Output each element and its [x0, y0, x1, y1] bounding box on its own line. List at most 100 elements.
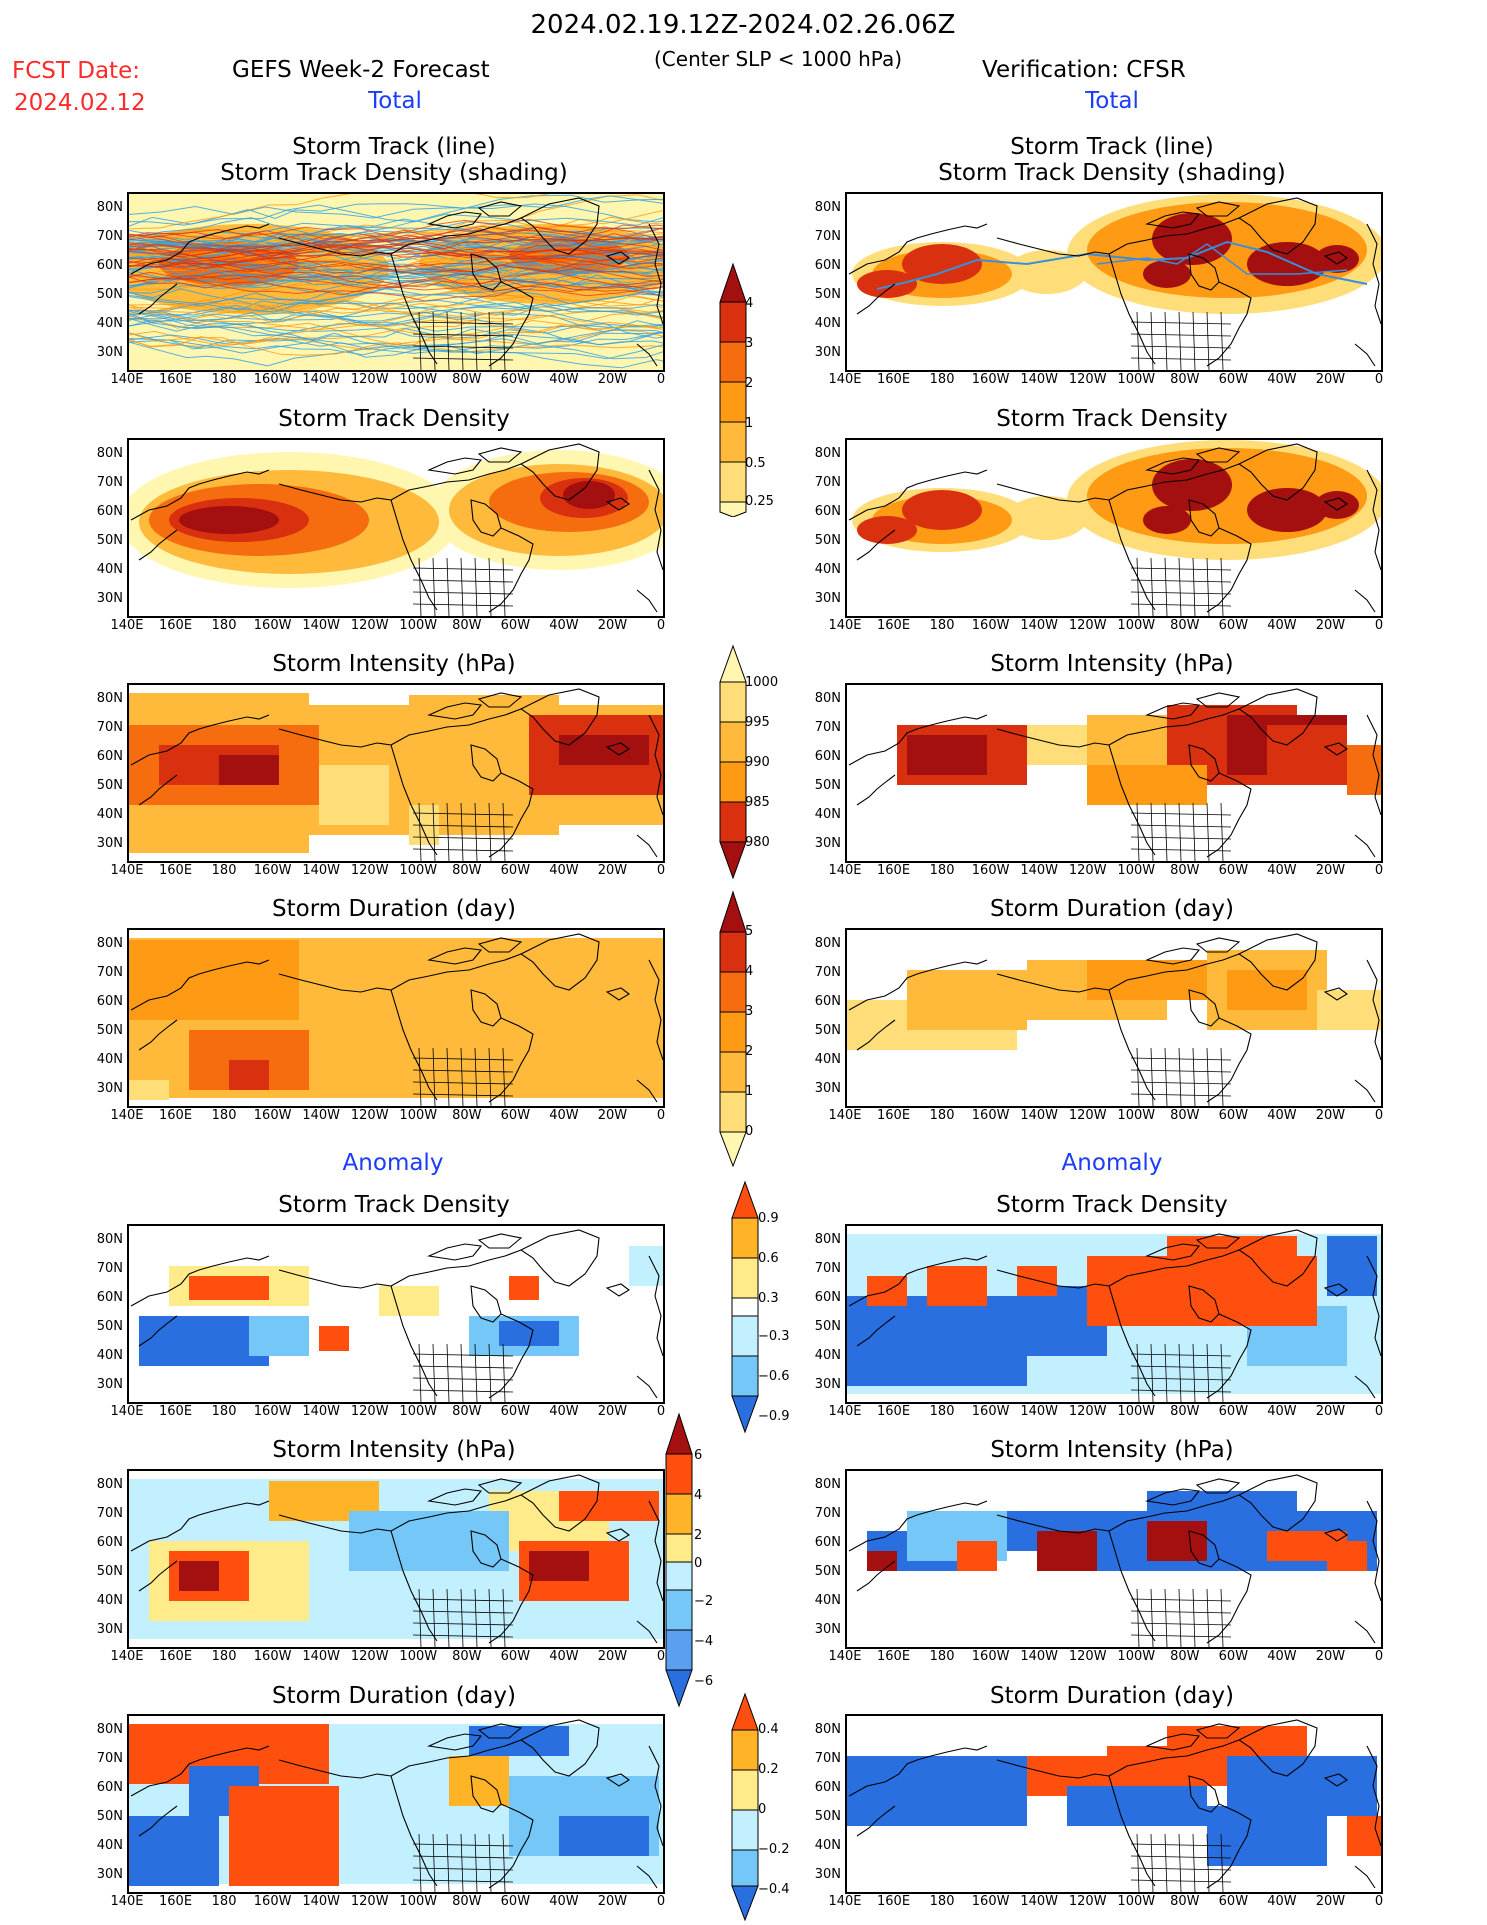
- lon-label: 20W: [1315, 863, 1346, 878]
- cb-density-total-2: 2: [745, 376, 754, 391]
- lat-label: 80N: [96, 691, 123, 706]
- lon-label: 180: [211, 1108, 237, 1123]
- lon-label: 0: [1374, 1649, 1384, 1664]
- lon-label: 100W: [399, 1649, 438, 1664]
- lat-label: 60N: [814, 504, 841, 519]
- lon-label: 140W: [302, 372, 341, 387]
- map-panel-duration-gefs: [127, 928, 665, 1108]
- cb-density-anom-m09: −0.9: [758, 1409, 790, 1424]
- cb-duration-total-5: 5: [745, 924, 754, 939]
- lon-label: 20W: [1315, 1108, 1346, 1123]
- lon-label: 140W: [302, 1649, 341, 1664]
- lon-label: 40W: [549, 618, 579, 633]
- cb-density-anom-06: 0.6: [758, 1251, 779, 1266]
- lat-label: 40N: [814, 316, 841, 331]
- lon-label: 40W: [549, 1649, 579, 1664]
- cb-intensity-anom-2: 2: [694, 1528, 703, 1543]
- lat-label: 80N: [814, 1477, 841, 1492]
- lon-label: 40W: [1267, 1894, 1297, 1909]
- panel-title-intensity-left: Storm Intensity (hPa): [272, 651, 516, 677]
- lat-label: 50N: [96, 533, 123, 548]
- lat-label: 50N: [814, 1319, 841, 1334]
- lat-label: 60N: [96, 1780, 123, 1795]
- lon-label: 80W: [452, 1894, 482, 1909]
- lon-label: 160E: [159, 372, 193, 387]
- lon-label: 80W: [452, 618, 482, 633]
- lat-label: 30N: [814, 1622, 841, 1637]
- right-anomaly-label: Anomaly: [1061, 1150, 1163, 1176]
- colorbar-duration-total: [719, 890, 747, 1168]
- lon-label: 160E: [877, 1649, 911, 1664]
- lat-label: 40N: [96, 316, 123, 331]
- lat-label: 80N: [96, 1477, 123, 1492]
- lon-label: 160W: [971, 1404, 1010, 1419]
- lon-label: 120W: [1068, 1108, 1107, 1123]
- lat-label: 60N: [814, 1780, 841, 1795]
- lon-label: 120W: [350, 372, 389, 387]
- lon-label: 140E: [110, 372, 144, 387]
- lon-label: 160W: [971, 863, 1010, 878]
- lon-label: 0: [1374, 1894, 1384, 1909]
- coastlines: [130, 443, 663, 616]
- field-shading: [129, 1724, 663, 1886]
- right-total-label: Total: [1085, 88, 1139, 114]
- lon-label: 40W: [1267, 618, 1297, 633]
- coastlines: [130, 1229, 663, 1402]
- lon-label: 120W: [350, 1404, 389, 1419]
- lon-label: 120W: [350, 1649, 389, 1664]
- lon-label: 40W: [549, 1894, 579, 1909]
- lon-label: 80W: [1170, 1404, 1200, 1419]
- lon-label: 160W: [253, 618, 292, 633]
- cb-duration-anom-04: 0.4: [758, 1722, 779, 1737]
- lon-label: 160E: [159, 1649, 193, 1664]
- cb-density-total-3: 3: [745, 336, 754, 351]
- lon-label: 140W: [1020, 863, 1059, 878]
- lat-label: 70N: [814, 229, 841, 244]
- lon-label: 160E: [159, 1404, 193, 1419]
- lon-label: 60W: [500, 863, 531, 878]
- lat-label: 70N: [96, 720, 123, 735]
- lat-label: 40N: [96, 1052, 123, 1067]
- panel-title-density-left: Storm Track Density: [278, 406, 510, 432]
- lon-label: 60W: [500, 1894, 531, 1909]
- lon-label: 60W: [1218, 1649, 1249, 1664]
- coastlines: [130, 1719, 663, 1892]
- map-panel-anom-density-cfsr: [845, 1224, 1383, 1404]
- lat-label: 70N: [96, 229, 123, 244]
- lat-label: 60N: [96, 1290, 123, 1305]
- lon-label: 0: [1374, 1404, 1384, 1419]
- lon-label: 180: [929, 372, 955, 387]
- lon-label: 160W: [253, 863, 292, 878]
- lat-label: 50N: [814, 778, 841, 793]
- lon-label: 160W: [971, 618, 1010, 633]
- cb-density-anom-09: 0.9: [758, 1211, 779, 1226]
- coastlines: [130, 1474, 663, 1647]
- lat-label: 40N: [814, 1838, 841, 1853]
- lon-label: 100W: [1117, 372, 1156, 387]
- lon-label: 0: [656, 1404, 666, 1419]
- map-panel-anom-density-gefs: [127, 1224, 665, 1404]
- lon-label: 100W: [399, 863, 438, 878]
- lon-label: 180: [929, 1404, 955, 1419]
- lon-label: 60W: [500, 1404, 531, 1419]
- lon-label: 0: [656, 863, 666, 878]
- lon-label: 60W: [1218, 618, 1249, 633]
- lat-label: 30N: [96, 836, 123, 851]
- lon-label: 180: [929, 1108, 955, 1123]
- lon-label: 100W: [399, 1108, 438, 1123]
- lat-label: 50N: [814, 533, 841, 548]
- cb-intensity-anom-6: 6: [694, 1448, 703, 1463]
- lat-label: 50N: [96, 287, 123, 302]
- lat-label: 50N: [96, 1023, 123, 1038]
- lon-label: 180: [211, 372, 237, 387]
- lon-label: 120W: [1068, 1404, 1107, 1419]
- cb-duration-anom-02: 0.2: [758, 1762, 779, 1777]
- cb-density-total-1: 1: [745, 416, 754, 431]
- lon-label: 100W: [1117, 1649, 1156, 1664]
- coastlines: [848, 688, 1381, 861]
- lat-label: 50N: [814, 1564, 841, 1579]
- lat-label: 70N: [814, 1506, 841, 1521]
- lon-label: 140W: [302, 1894, 341, 1909]
- panel-title-density-anom-left: Storm Track Density: [278, 1192, 510, 1218]
- lon-label: 40W: [549, 372, 579, 387]
